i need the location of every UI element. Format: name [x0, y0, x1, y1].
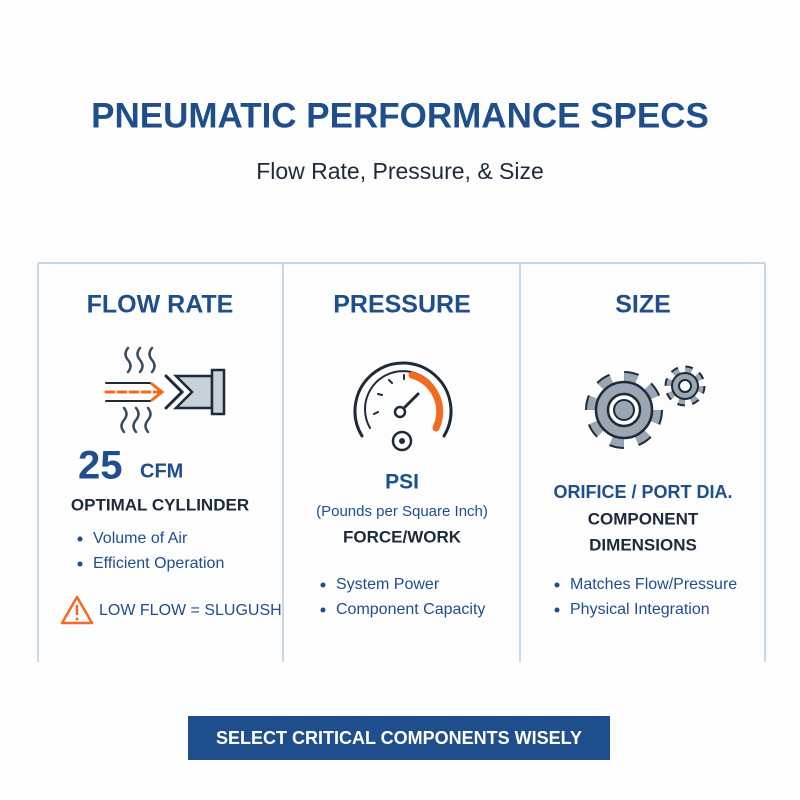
size-line: DIMENSIONS [589, 535, 697, 554]
bullet-dot [320, 582, 326, 588]
bullet-dot [554, 582, 560, 588]
subtitle: Flow Rate, Pressure, & Size [256, 158, 544, 184]
column-heading: PRESSURE [333, 291, 471, 319]
bullet-dot [77, 536, 83, 542]
bullet-text: Matches Flow/Pressure [570, 576, 737, 593]
column-label: FORCE/WORK [343, 527, 462, 546]
column-label: OPTIMAL CYLLINDER [71, 495, 249, 514]
footer-text: SELECT CRITICAL COMPONENTS WISELY [216, 728, 582, 748]
bullet-dot [77, 561, 83, 567]
flow-value: 25 [78, 444, 123, 488]
warning-icon [60, 595, 94, 625]
column-heading: FLOW RATE [87, 291, 234, 319]
bullet-dot [320, 607, 326, 613]
bullet-text: Efficient Operation [93, 555, 224, 572]
title: PNEUMATIC PERFORMANCE SPECS [91, 96, 709, 135]
bullet-text: Physical Integration [570, 601, 710, 618]
footer-banner [188, 716, 610, 760]
panel-frame [37, 262, 766, 662]
bullet-text: System Power [336, 576, 440, 593]
size-line: COMPONENT [588, 509, 699, 528]
gauge-icon [353, 361, 453, 452]
gears-icon [585, 365, 706, 449]
column-label: ORIFICE / PORT DIA. [553, 482, 732, 502]
bullet-dot [554, 607, 560, 613]
flow-icon [104, 346, 226, 434]
bullet-text: Volume of Air [93, 530, 188, 547]
pressure-unit: PSI [385, 471, 419, 494]
column-heading: SIZE [615, 291, 671, 319]
bullet-text: Component Capacity [336, 601, 485, 618]
pressure-note: (Pounds per Square Inch) [316, 503, 488, 520]
flow-unit: CFM [140, 460, 183, 482]
warning-text: LOW FLOW = SLUGUSH [99, 602, 282, 619]
